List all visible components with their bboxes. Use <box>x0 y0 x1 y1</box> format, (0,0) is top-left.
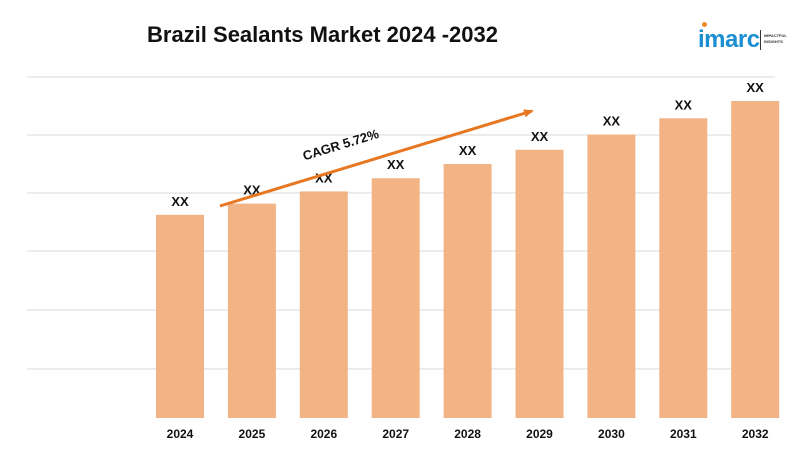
bar-2029 <box>515 149 564 418</box>
x-tick-label: 2031 <box>670 427 697 441</box>
x-tick-label: 2029 <box>526 427 553 441</box>
x-tick-label: 2028 <box>454 427 481 441</box>
bar-2028 <box>443 164 492 418</box>
bar-2024 <box>156 214 204 418</box>
imarc-logo: imarc IMPACTFUL INSIGHTS <box>698 22 790 58</box>
x-tick-label: 2024 <box>167 427 194 441</box>
x-tick-label: 2030 <box>598 427 625 441</box>
bar-2031 <box>659 118 708 418</box>
data-label: XX <box>747 80 765 95</box>
data-label: XX <box>675 97 693 112</box>
bar-2026 <box>299 191 348 418</box>
logo-wordmark: imarc <box>698 26 760 53</box>
x-tick-label: 2027 <box>382 427 409 441</box>
x-tick-label: 2032 <box>742 427 769 441</box>
x-tick-labels: 2024 2025 2026 2027 2028 2029 2030 2031 2032 <box>167 427 769 441</box>
data-label: XX <box>387 157 405 172</box>
data-label: XX <box>171 194 189 209</box>
logo-dot <box>702 22 707 27</box>
cagr-label: CAGR 5.72% <box>301 126 381 163</box>
data-label: XX <box>531 129 549 144</box>
logo-divider <box>760 30 761 50</box>
x-tick-label: 2025 <box>239 427 266 441</box>
bar-2025 <box>227 203 276 418</box>
data-label: XX <box>459 143 477 158</box>
logo-tagline: IMPACTFUL INSIGHTS <box>764 33 787 45</box>
x-tick-label: 2026 <box>310 427 337 441</box>
logo-tagline-line-2: INSIGHTS <box>764 39 783 44</box>
data-label: XX <box>603 114 621 129</box>
chart-title: Brazil Sealants Market 2024 -2032 <box>147 22 498 47</box>
bar-2032 <box>731 101 780 419</box>
bar-2027 <box>371 178 420 418</box>
bar-2030 <box>587 134 636 418</box>
cagr-arrow <box>219 109 534 208</box>
bars <box>156 101 780 419</box>
logo-tagline-line-1: IMPACTFUL <box>764 33 787 38</box>
